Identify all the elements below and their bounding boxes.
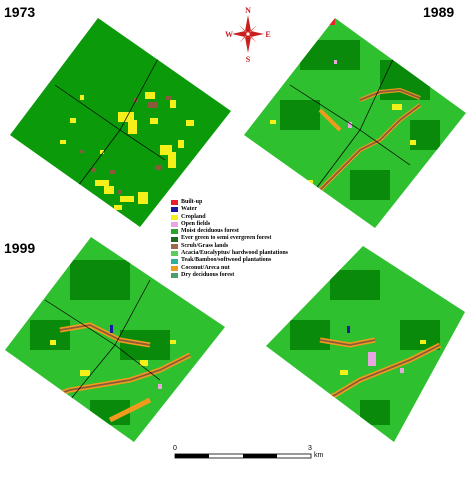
legend-label: Moist deciduous forest bbox=[181, 228, 239, 235]
legend-label: Built-up bbox=[181, 199, 203, 205]
legend-label: Coconut/Areca nut bbox=[181, 264, 230, 271]
legend-label: Open fields bbox=[181, 220, 211, 227]
year-label-1989: 1989 bbox=[423, 4, 455, 20]
legend-swatch bbox=[171, 229, 178, 235]
legend-item: Acacia/Eucalyptus/ hardwood plantations bbox=[171, 250, 311, 257]
legend-label: Water bbox=[181, 206, 197, 213]
legend-label: Cropland bbox=[181, 213, 206, 220]
legend-label: Scrub/Grass lands bbox=[181, 242, 229, 249]
year-label-1999: 1999 bbox=[4, 240, 36, 256]
legend-swatch bbox=[171, 251, 178, 257]
legend-swatch bbox=[171, 200, 178, 206]
scale-end-label: 3 bbox=[308, 445, 312, 452]
grid-lines bbox=[54, 54, 166, 191]
legend-item: Dry deciduous forest bbox=[171, 272, 311, 279]
legend: Built-up Water Cropland Open fields Mois… bbox=[171, 199, 311, 279]
legend-swatch bbox=[171, 258, 178, 264]
legend-swatch bbox=[171, 236, 178, 242]
legend-swatch bbox=[171, 273, 178, 279]
compass-s-label: S bbox=[246, 55, 251, 64]
legend-swatch bbox=[171, 222, 178, 228]
legend-item: Open fields bbox=[171, 221, 311, 228]
legend-item: Moist deciduous forest bbox=[171, 228, 311, 235]
legend-item: Teak/Bamboo/softwood plantations bbox=[171, 257, 311, 264]
legend-swatch bbox=[171, 265, 178, 271]
compass-e-label: E bbox=[265, 30, 270, 39]
legend-label: Acacia/Eucalyptus/ hardwood plantations bbox=[181, 250, 289, 257]
legend-item: Coconut/Areca nut bbox=[171, 265, 311, 272]
legend-label: Ever green to semi evergreen forest bbox=[181, 235, 272, 242]
legend-item: Water bbox=[171, 206, 311, 213]
legend-item: Built-up bbox=[171, 199, 311, 206]
legend-item: Cropland bbox=[171, 214, 311, 221]
legend-swatch bbox=[171, 214, 178, 220]
map-panel-1989 bbox=[244, 18, 466, 228]
legend-swatch bbox=[171, 243, 178, 249]
legend-label: Dry deciduous forest bbox=[181, 271, 235, 278]
compass-w-label: W bbox=[225, 30, 233, 39]
scale-bar bbox=[174, 453, 312, 459]
map-panel-2013 bbox=[266, 246, 465, 442]
scale-unit-label: km bbox=[314, 452, 324, 459]
legend-item: Scrub/Grass lands bbox=[171, 243, 311, 250]
legend-label: Teak/Bamboo/softwood plantations bbox=[181, 257, 272, 264]
map-panel-1999 bbox=[5, 237, 225, 442]
compass-rose-icon: N S W E bbox=[225, 6, 271, 64]
scale-start-label: 0 bbox=[173, 445, 177, 452]
legend-item: Ever green to semi evergreen forest bbox=[171, 235, 311, 242]
compass-n-label: N bbox=[245, 6, 251, 15]
legend-swatch bbox=[171, 207, 178, 213]
cropland-patches bbox=[60, 92, 194, 210]
year-label-1973: 1973 bbox=[4, 4, 36, 20]
map-panel-1973 bbox=[10, 18, 231, 227]
